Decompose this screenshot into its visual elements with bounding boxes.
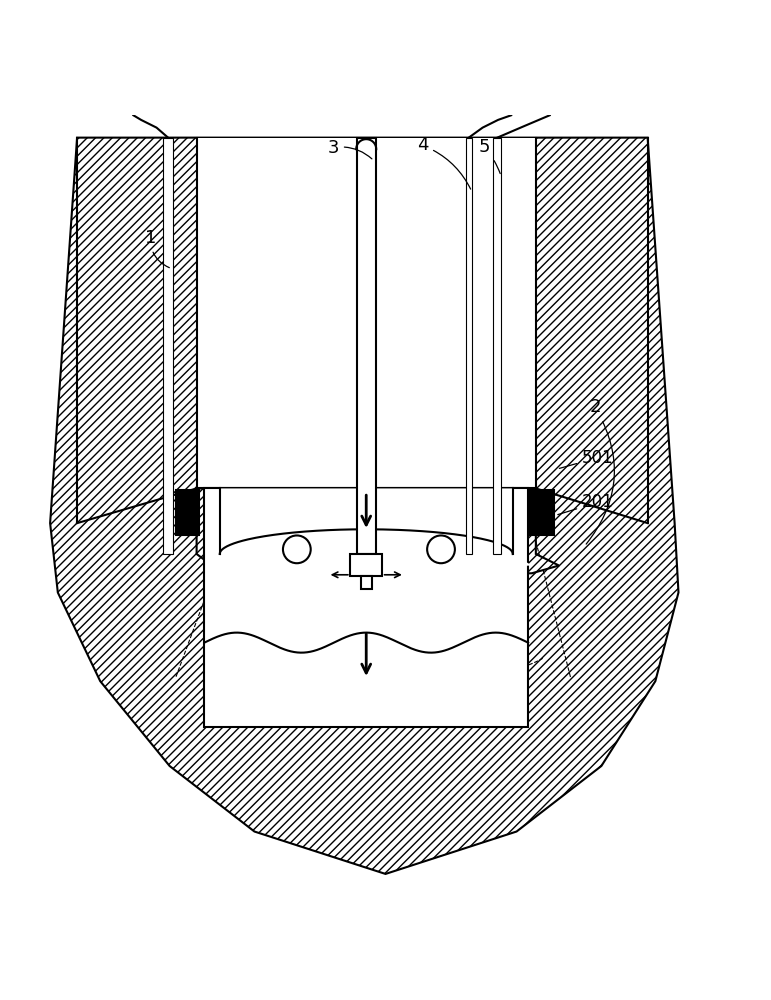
Bar <box>530 490 554 535</box>
Text: 2: 2 <box>586 398 614 544</box>
Polygon shape <box>197 138 536 488</box>
Polygon shape <box>220 488 532 571</box>
Text: 501: 501 <box>559 449 614 468</box>
Polygon shape <box>163 138 173 554</box>
Polygon shape <box>466 138 472 554</box>
Bar <box>176 490 199 535</box>
Text: 3: 3 <box>328 139 372 159</box>
Text: 1: 1 <box>145 229 170 268</box>
Polygon shape <box>50 138 678 874</box>
Circle shape <box>283 535 311 563</box>
Text: 5: 5 <box>479 138 500 174</box>
Polygon shape <box>204 488 528 727</box>
Bar <box>350 554 382 576</box>
Polygon shape <box>493 138 501 554</box>
Text: 4: 4 <box>417 136 470 189</box>
Text: 201: 201 <box>557 493 614 515</box>
Bar <box>361 576 372 589</box>
Polygon shape <box>197 488 559 579</box>
Polygon shape <box>356 138 376 554</box>
Circle shape <box>427 535 455 563</box>
Polygon shape <box>204 488 528 653</box>
